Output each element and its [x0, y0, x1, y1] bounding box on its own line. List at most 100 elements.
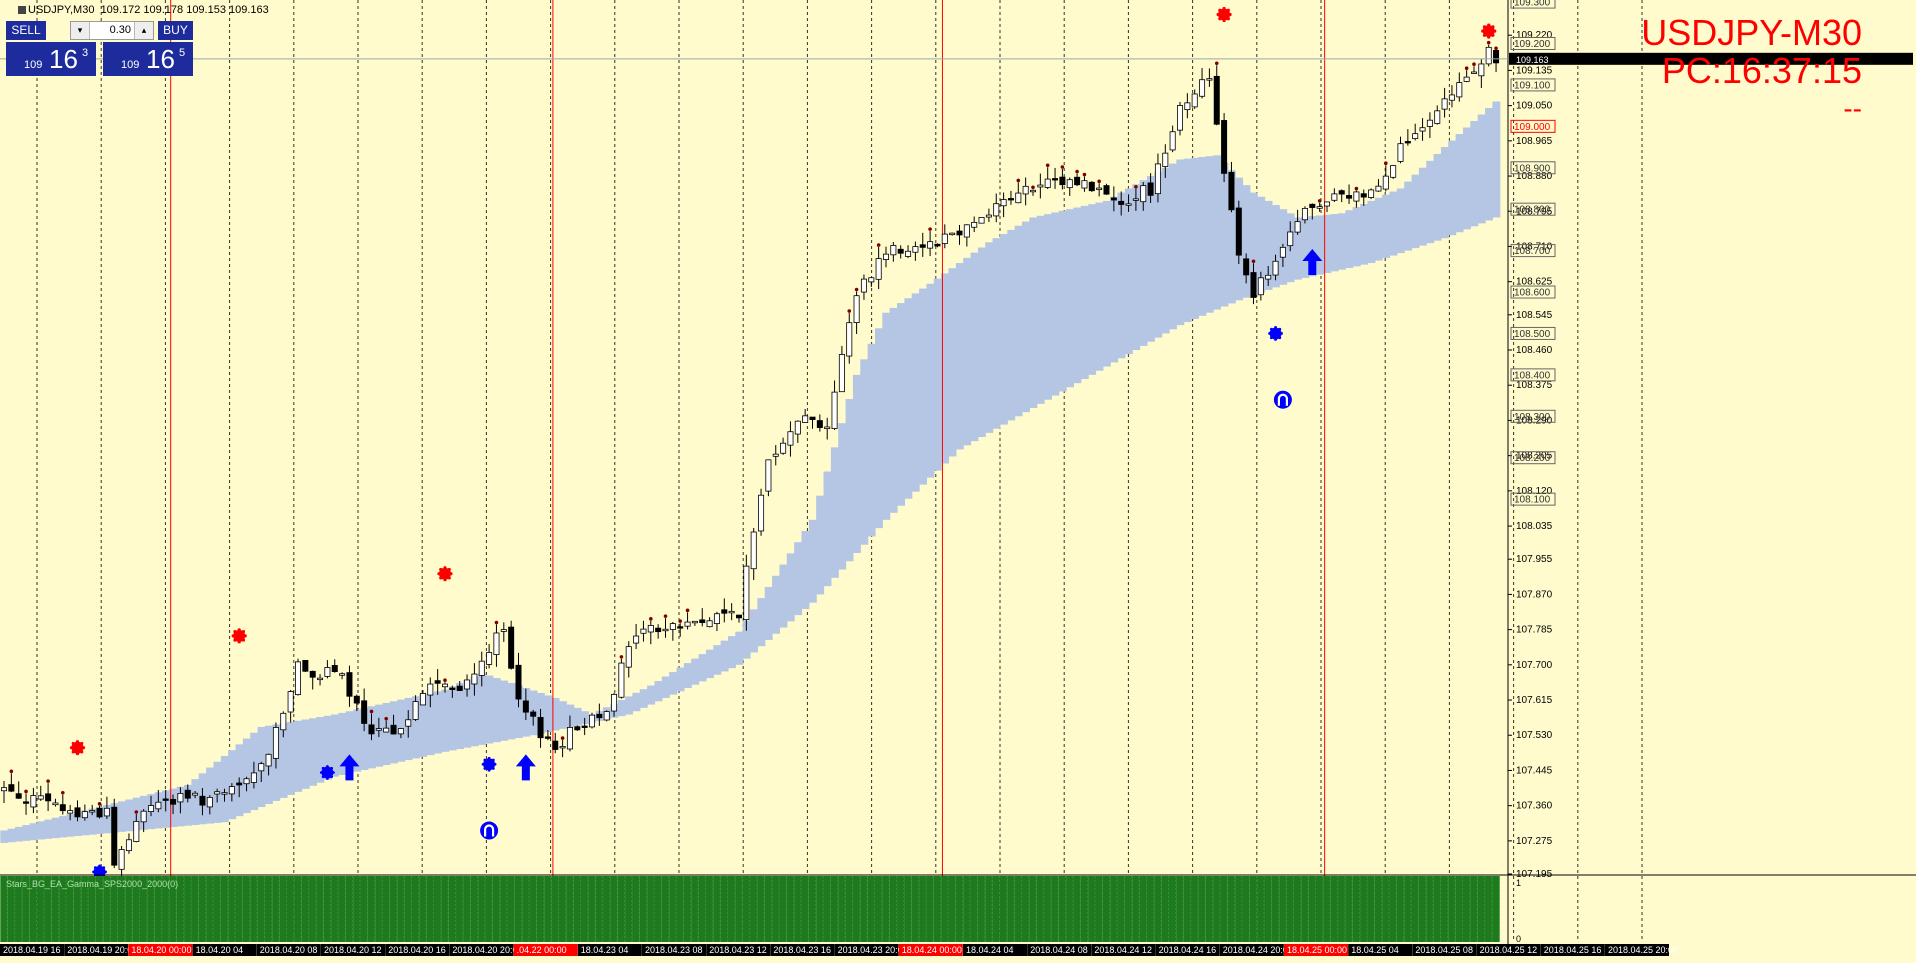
date-label-bg — [642, 944, 706, 956]
candle-body — [677, 626, 684, 629]
red-signal-spike — [437, 572, 441, 576]
candle-body — [1110, 197, 1117, 201]
indicator-bar — [801, 876, 809, 942]
indicator-bar — [1338, 876, 1346, 942]
indicator-bar — [257, 876, 265, 942]
indicator-bar — [286, 876, 295, 942]
red-signal-spike — [443, 578, 447, 582]
indicator-bar — [529, 876, 537, 942]
candle-body — [1331, 193, 1338, 201]
indicator-bar — [147, 876, 155, 942]
candle-body — [1213, 75, 1220, 125]
indicator-scale-min: 0 — [1516, 934, 1521, 944]
band-segment — [360, 707, 369, 771]
band-segment — [816, 495, 825, 595]
date-label-bg — [1284, 944, 1348, 956]
blue-signal-spike — [483, 758, 487, 762]
sell-price-box[interactable]: 109 16 3 — [6, 42, 96, 76]
candle-body — [412, 701, 419, 720]
date-label: 2018.04.23 12 — [709, 945, 767, 955]
candle-body — [824, 426, 831, 430]
band-segment — [750, 609, 758, 653]
indicator-bar — [830, 876, 839, 942]
candle-body — [522, 700, 529, 713]
candle-body — [721, 609, 728, 614]
indicator-bar — [1213, 876, 1221, 942]
band-segment — [294, 720, 303, 792]
band-segment — [470, 676, 479, 747]
candle-body — [125, 839, 132, 852]
level-label-box — [1510, 326, 1556, 340]
red-signal-spike — [1487, 35, 1491, 39]
indicator-bar — [647, 876, 655, 942]
candle-body — [949, 232, 956, 236]
indicator-bar — [73, 876, 82, 942]
red-signal-spike — [71, 741, 75, 746]
band-segment — [1036, 215, 1045, 404]
indicator-bar — [1308, 876, 1316, 942]
indicator-bar — [272, 876, 280, 942]
buy-arrow-icon — [515, 754, 536, 781]
buy-button[interactable]: BUY — [158, 21, 193, 40]
indicator-bar — [867, 876, 875, 942]
indicator-bar — [1264, 876, 1272, 942]
red-signal-spike — [241, 638, 246, 642]
candle-body — [728, 610, 735, 614]
swing-dot — [1134, 184, 1138, 189]
band-segment — [1352, 207, 1361, 267]
overlay-dash: -- — [1843, 93, 1862, 124]
lot-increase-icon[interactable]: ▴ — [134, 22, 153, 39]
indicator-bar — [360, 876, 368, 942]
indicator-bar — [970, 876, 978, 942]
indicator-bar — [463, 876, 471, 942]
candle-body — [838, 354, 845, 393]
blue-signal-spike — [481, 762, 485, 766]
indicator-bar — [95, 876, 104, 942]
band-segment — [794, 542, 803, 616]
lot-decrease-icon[interactable]: ▾ — [71, 22, 90, 39]
indicator-bar — [132, 876, 140, 942]
swing-dot — [369, 709, 374, 714]
date-label-bg — [898, 944, 963, 956]
date-label: 18.04.25 00:00 — [1287, 945, 1347, 955]
band-segment — [926, 283, 935, 478]
band-segment — [1227, 170, 1236, 304]
level-label: 108.800 — [1514, 205, 1551, 216]
date-label-bg — [1476, 944, 1541, 956]
candle-body — [787, 431, 794, 446]
band-segment — [1477, 114, 1486, 224]
price-tick-label: 107.530 — [1516, 730, 1553, 741]
lot-size-field[interactable]: ▾ 0.30 ▴ — [70, 21, 154, 40]
band-segment — [279, 723, 288, 798]
band-segment — [1301, 216, 1310, 278]
blue-signal-spike — [493, 762, 497, 766]
band-segment — [580, 711, 589, 725]
red-signal-spike — [233, 638, 237, 642]
candle-body — [133, 820, 140, 842]
band-segment — [37, 821, 46, 840]
candle-body — [317, 677, 324, 681]
band-segment — [1308, 216, 1317, 277]
band-segment — [419, 694, 428, 757]
buy-price-box[interactable]: 109 16 5 — [103, 42, 193, 76]
blue-signal-spike — [487, 756, 491, 760]
indicator-bar — [919, 876, 927, 942]
indicator-bar — [544, 876, 552, 942]
candle-body — [287, 691, 294, 713]
candle-body — [118, 849, 125, 870]
date-label: 18.04.24 00:00 — [902, 945, 962, 955]
band-segment — [331, 714, 340, 777]
blue-signal-spike — [1269, 327, 1273, 331]
blue-signal-spike — [491, 758, 495, 762]
indicator-bar — [558, 876, 567, 942]
red-signal-marker — [439, 567, 451, 580]
sell-button[interactable]: SELL — [6, 21, 46, 40]
date-label: 2018.04.20 20:00 — [452, 945, 522, 955]
band-segment — [29, 823, 38, 841]
indicator-bar — [897, 876, 905, 942]
candle-body — [1309, 203, 1316, 208]
candle-body — [1441, 98, 1448, 110]
candle-body — [1221, 120, 1228, 174]
blue-signal-spike — [104, 870, 107, 874]
